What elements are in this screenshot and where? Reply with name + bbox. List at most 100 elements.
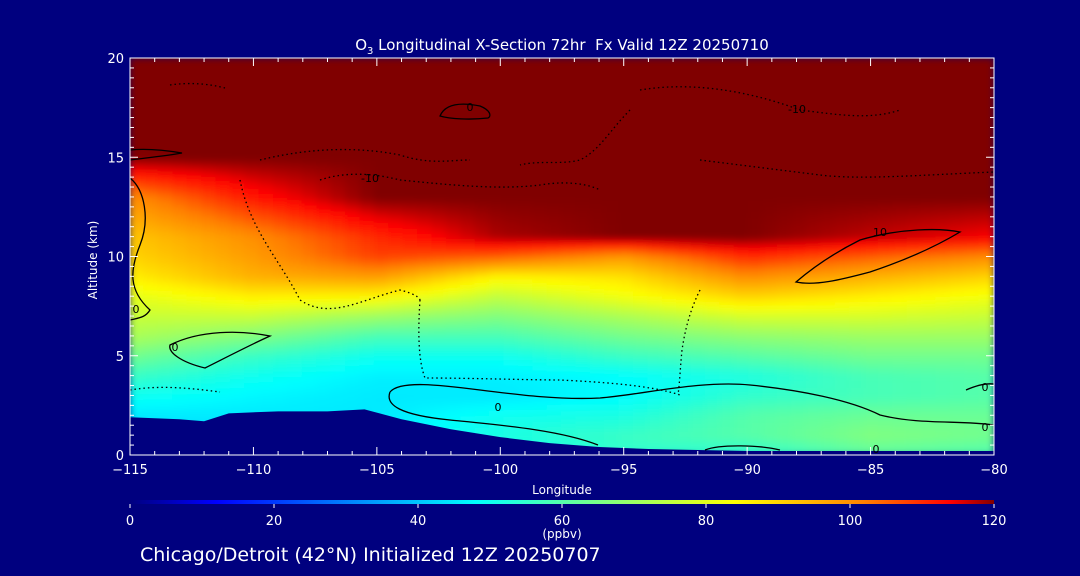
ozone-cell xyxy=(273,295,290,303)
ozone-cell xyxy=(186,249,203,258)
ozone-cell xyxy=(130,408,146,417)
ozone-cell xyxy=(417,408,434,417)
ozone-cell xyxy=(489,244,506,252)
ozone-cell xyxy=(561,221,578,230)
ozone-cell xyxy=(575,91,592,99)
ozone-cell xyxy=(301,272,319,281)
ozone-cell xyxy=(705,391,722,400)
ozone-cell xyxy=(906,142,923,150)
ozone-cell xyxy=(229,125,247,133)
ozone-cell xyxy=(834,210,851,218)
ozone-cell xyxy=(417,283,434,292)
ozone-cell xyxy=(489,408,506,417)
ozone-cell xyxy=(964,431,981,439)
ozone-cell xyxy=(215,357,232,366)
ozone-cell xyxy=(921,227,938,235)
ozone-cell xyxy=(445,340,463,349)
ozone-cell xyxy=(157,62,175,71)
ozone-cell xyxy=(130,102,146,111)
ozone-cell xyxy=(172,85,189,94)
ozone-cell xyxy=(287,244,304,252)
ozone-cell xyxy=(935,159,952,167)
ozone-cell xyxy=(244,283,261,292)
ozone-cell xyxy=(762,136,779,145)
ozone-cell xyxy=(892,255,909,264)
ozone-cell xyxy=(877,142,895,150)
ozone-cell xyxy=(777,357,794,366)
ozone-cell xyxy=(474,363,491,371)
ozone-cell xyxy=(863,380,880,388)
ozone-cell xyxy=(359,232,376,241)
ozone-cell xyxy=(604,431,621,439)
ozone-cell xyxy=(431,380,448,388)
x-tick-label: −90 xyxy=(733,463,760,478)
terrain-mask xyxy=(130,409,994,455)
ozone-cell xyxy=(229,96,247,105)
ozone-cell xyxy=(301,58,319,65)
ozone-cell xyxy=(676,351,693,360)
ozone-cell xyxy=(244,368,261,377)
ozone-cell xyxy=(589,431,607,439)
ozone-cell xyxy=(820,374,837,383)
ozone-cell xyxy=(503,176,520,184)
ozone-cell xyxy=(877,312,895,320)
ozone-cell xyxy=(676,391,693,400)
ozone-cell xyxy=(489,153,506,162)
ozone-cell xyxy=(330,402,347,411)
ozone-cell xyxy=(978,414,994,422)
ozone-cell xyxy=(359,125,376,133)
ozone-cell xyxy=(762,249,779,258)
ozone-cell xyxy=(402,198,419,207)
ozone-cell xyxy=(661,289,679,298)
ozone-cell xyxy=(762,340,779,349)
ozone-cell xyxy=(186,368,203,377)
ozone-cell xyxy=(575,295,592,303)
ozone-cell xyxy=(273,136,290,145)
ozone-cell xyxy=(604,289,621,298)
ozone-cell xyxy=(503,221,520,230)
ozone-cell xyxy=(877,91,895,99)
ozone-cell xyxy=(388,210,405,218)
ozone-cell xyxy=(777,351,794,360)
ozone-cell xyxy=(805,266,823,275)
ozone-cell xyxy=(863,425,880,434)
ozone-cell xyxy=(748,221,765,230)
ozone-cell xyxy=(762,74,779,82)
ozone-cell xyxy=(546,425,563,434)
ozone-cell xyxy=(647,58,664,65)
ozone-cell xyxy=(244,238,261,247)
ozone-cell xyxy=(733,283,751,292)
ozone-cell xyxy=(388,227,405,235)
ozone-cell xyxy=(431,210,448,218)
ozone-cell xyxy=(733,266,751,275)
ozone-cell xyxy=(661,130,679,139)
ozone-cell xyxy=(892,159,909,167)
ozone-cell xyxy=(186,408,203,417)
ozone-cell xyxy=(935,397,952,405)
ozone-cell xyxy=(431,283,448,292)
ozone-cell xyxy=(316,283,333,292)
ozone-cell xyxy=(186,283,203,292)
ozone-cell xyxy=(777,436,794,445)
ozone-cell xyxy=(647,300,664,309)
ozone-cell xyxy=(892,380,909,388)
ozone-cell xyxy=(244,147,261,156)
ozone-cell xyxy=(330,266,347,275)
ozone-cell xyxy=(359,380,376,388)
ozone-cell xyxy=(863,300,880,309)
ozone-cell xyxy=(474,79,491,88)
ozone-cell xyxy=(489,272,506,281)
ozone-cell xyxy=(892,193,909,201)
ozone-cell xyxy=(762,176,779,184)
ozone-cell xyxy=(762,159,779,167)
ozone-cell xyxy=(316,329,333,337)
ozone-cell xyxy=(157,119,175,128)
ozone-cell xyxy=(316,142,333,150)
ozone-cell xyxy=(373,397,391,405)
ozone-cell xyxy=(273,300,290,309)
ozone-cell xyxy=(301,244,319,252)
ozone-cell xyxy=(978,170,994,179)
ozone-cell xyxy=(676,385,693,394)
ozone-cell xyxy=(301,102,319,111)
ozone-cell xyxy=(532,130,549,139)
